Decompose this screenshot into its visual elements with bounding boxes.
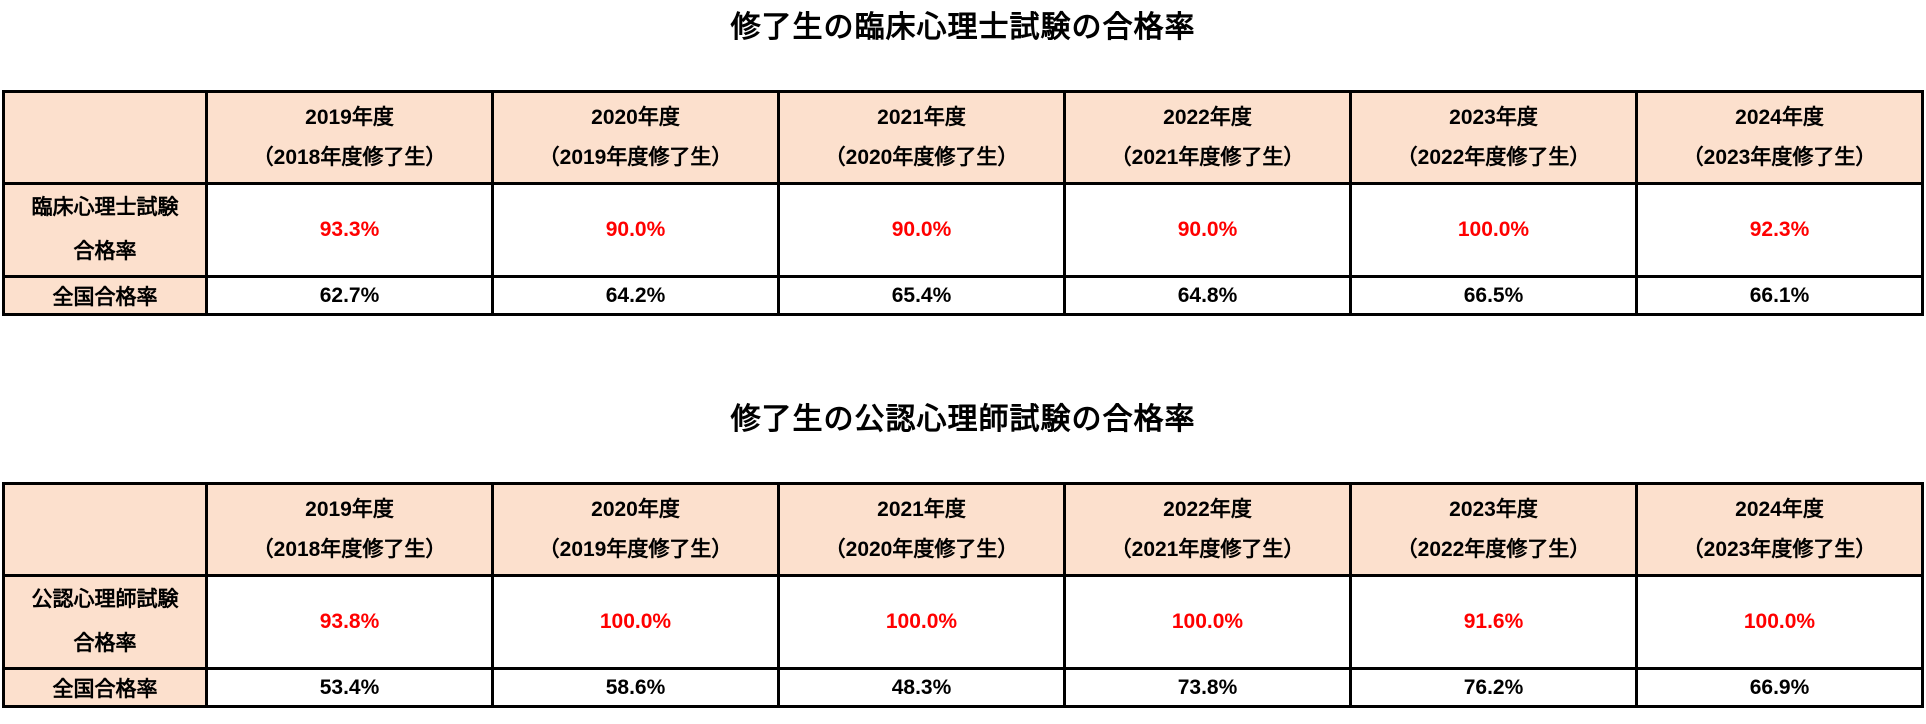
certified-table-title: 修了生の公認心理師試験の合格率 <box>730 403 1196 436</box>
header-row: 2019年度 （2018年度修了生） 2020年度 （2019年度修了生） 20… <box>2 90 1924 185</box>
year-label: 2021年度 <box>877 497 966 521</box>
cohort-label: （2023年度修了生） <box>1682 145 1877 169</box>
year-label: 2019年度 <box>305 497 394 521</box>
clinical-psychologist-section: 修了生の臨床心理士試験の合格率 2019年度 （2018年度修了生） 2020年… <box>0 8 1926 316</box>
national-rate-value: 66.9% <box>1635 667 1924 708</box>
cohort-label: （2021年度修了生） <box>1110 145 1305 169</box>
pass-rate-value: 100.0% <box>491 574 780 670</box>
national-rate-row-label: 全国合格率 <box>2 275 208 316</box>
year-label: 2021年度 <box>877 105 966 129</box>
cohort-label: （2021年度修了生） <box>1110 537 1305 561</box>
clinical-pass-rate-table: 2019年度 （2018年度修了生） 2020年度 （2019年度修了生） 20… <box>2 90 1924 316</box>
pass-rate-value: 90.0% <box>491 182 780 278</box>
pass-rate-value: 92.3% <box>1635 182 1924 278</box>
pass-rate-value: 90.0% <box>1063 182 1352 278</box>
year-label: 2020年度 <box>591 105 680 129</box>
cohort-label: （2020年度修了生） <box>824 537 1019 561</box>
cohort-label: （2022年度修了生） <box>1396 537 1591 561</box>
year-header-cell-2023: 2023年度 （2022年度修了生） <box>1349 90 1638 185</box>
row-label-line1: 公認心理師試験 <box>31 588 179 611</box>
pass-rate-value: 100.0% <box>777 574 1066 670</box>
year-header-cell-2019: 2019年度 （2018年度修了生） <box>205 90 494 185</box>
year-label: 2022年度 <box>1163 497 1252 521</box>
national-rate-value: 66.1% <box>1635 275 1924 316</box>
pass-rate-value: 90.0% <box>777 182 1066 278</box>
row-label-line1: 臨床心理士試験 <box>31 196 179 219</box>
year-label: 2020年度 <box>591 497 680 521</box>
header-row: 2019年度 （2018年度修了生） 2020年度 （2019年度修了生） 20… <box>2 482 1924 577</box>
year-label: 2024年度 <box>1735 105 1824 129</box>
national-rate-value: 62.7% <box>205 275 494 316</box>
year-header-cell-2023: 2023年度 （2022年度修了生） <box>1349 482 1638 577</box>
certified-psychologist-section: 修了生の公認心理師試験の合格率 2019年度 （2018年度修了生） 2020年… <box>0 400 1926 708</box>
cohort-label: （2019年度修了生） <box>538 145 733 169</box>
corner-cell <box>2 482 208 577</box>
year-label: 2023年度 <box>1449 105 1538 129</box>
pass-rate-value: 91.6% <box>1349 574 1638 670</box>
pass-rate-row: 臨床心理士試験 合格率 93.3% 90.0% 90.0% 90.0% 100.… <box>2 182 1924 278</box>
national-rate-value: 73.8% <box>1063 667 1352 708</box>
row-label-line2: 合格率 <box>73 632 137 655</box>
year-label: 2024年度 <box>1735 497 1824 521</box>
corner-cell <box>2 90 208 185</box>
cohort-label: （2018年度修了生） <box>252 145 447 169</box>
year-header-cell-2021: 2021年度 （2020年度修了生） <box>777 482 1066 577</box>
year-header-cell-2022: 2022年度 （2021年度修了生） <box>1063 90 1352 185</box>
pass-rate-value: 93.8% <box>205 574 494 670</box>
pass-rate-value: 100.0% <box>1063 574 1352 670</box>
pass-rate-row: 公認心理師試験 合格率 93.8% 100.0% 100.0% 100.0% 9… <box>2 574 1924 670</box>
cohort-label: （2023年度修了生） <box>1682 537 1877 561</box>
national-rate-value: 66.5% <box>1349 275 1638 316</box>
year-label: 2019年度 <box>305 105 394 129</box>
pass-rate-row-label: 公認心理師試験 合格率 <box>2 574 208 670</box>
year-label: 2023年度 <box>1449 497 1538 521</box>
national-rate-row-label: 全国合格率 <box>2 667 208 708</box>
year-label: 2022年度 <box>1163 105 1252 129</box>
cohort-label: （2019年度修了生） <box>538 537 733 561</box>
national-rate-value: 58.6% <box>491 667 780 708</box>
row-label-line2: 合格率 <box>73 240 137 263</box>
national-rate-row: 全国合格率 53.4% 58.6% 48.3% 73.8% 76.2% 66.9… <box>2 667 1924 708</box>
clinical-table-title: 修了生の臨床心理士試験の合格率 <box>730 11 1196 44</box>
pass-rate-value: 93.3% <box>205 182 494 278</box>
national-rate-value: 64.8% <box>1063 275 1352 316</box>
year-header-cell-2020: 2020年度 （2019年度修了生） <box>491 482 780 577</box>
national-rate-value: 65.4% <box>777 275 1066 316</box>
cohort-label: （2022年度修了生） <box>1396 145 1591 169</box>
year-header-cell-2022: 2022年度 （2021年度修了生） <box>1063 482 1352 577</box>
year-header-cell-2024: 2024年度 （2023年度修了生） <box>1635 90 1924 185</box>
certified-pass-rate-table: 2019年度 （2018年度修了生） 2020年度 （2019年度修了生） 20… <box>2 482 1924 708</box>
national-rate-value: 53.4% <box>205 667 494 708</box>
pass-rate-row-label: 臨床心理士試験 合格率 <box>2 182 208 278</box>
pass-rate-value: 100.0% <box>1349 182 1638 278</box>
year-header-cell-2021: 2021年度 （2020年度修了生） <box>777 90 1066 185</box>
national-rate-value: 64.2% <box>491 275 780 316</box>
national-rate-value: 76.2% <box>1349 667 1638 708</box>
cohort-label: （2018年度修了生） <box>252 537 447 561</box>
pass-rate-value: 100.0% <box>1635 574 1924 670</box>
national-rate-row: 全国合格率 62.7% 64.2% 65.4% 64.8% 66.5% 66.1… <box>2 275 1924 316</box>
national-rate-value: 48.3% <box>777 667 1066 708</box>
year-header-cell-2019: 2019年度 （2018年度修了生） <box>205 482 494 577</box>
year-header-cell-2020: 2020年度 （2019年度修了生） <box>491 90 780 185</box>
year-header-cell-2024: 2024年度 （2023年度修了生） <box>1635 482 1924 577</box>
cohort-label: （2020年度修了生） <box>824 145 1019 169</box>
